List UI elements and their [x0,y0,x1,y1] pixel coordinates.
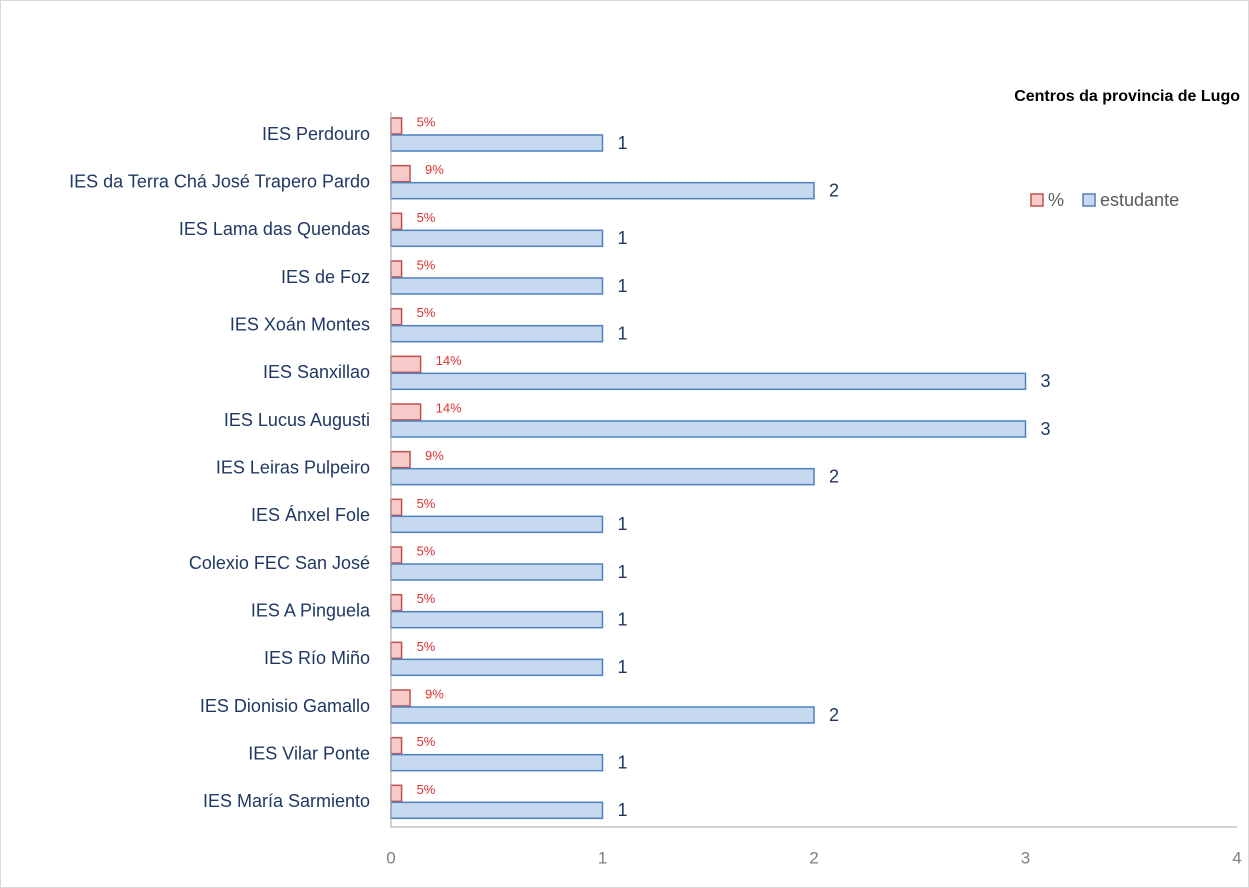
data-label: 1 [618,228,628,248]
data-label: 3 [1041,371,1051,391]
bar [390,753,604,772]
bar [390,784,403,803]
data-label: 1 [618,562,628,582]
bar [390,546,403,564]
x-tick-label: 4 [1232,848,1241,867]
data-label: 1 [618,657,628,677]
data-label: 1 [618,609,628,629]
y-tick-label: IES Lucus Augusti [224,410,370,430]
data-label: 5% [417,257,436,272]
bar [390,736,403,755]
bar [390,355,422,374]
y-tick-label: IES A Pinguela [251,600,371,620]
y-tick-label: IES Dionisio Gamallo [200,696,370,716]
bar [390,801,604,820]
y-tick-label: IES Leiras Pulpeiro [216,457,370,477]
data-label: 1 [618,276,628,296]
data-label: 5% [417,114,436,129]
bar [390,706,815,724]
data-label: 9% [425,448,444,463]
y-tick-label: IES Vilar Ponte [248,743,370,763]
bar [390,324,604,343]
x-tick-label: 0 [386,848,395,867]
data-label: 14% [436,400,462,415]
bar [390,610,604,629]
x-tick-label: 3 [1021,848,1030,867]
data-label: 5% [417,543,436,558]
bar [390,134,604,152]
bar [390,164,411,183]
bar [390,420,1027,438]
bar [390,593,403,612]
bar [390,212,403,231]
data-label: 1 [618,514,628,534]
y-tick-label: IES Ánxel Fole [251,505,370,525]
bar [390,372,1027,391]
bar [390,689,411,707]
legend-swatch [1030,193,1044,207]
data-label: 5% [417,734,436,749]
legend-label: % [1048,190,1064,210]
data-label: 9% [425,162,444,177]
bar [390,277,604,295]
legend-label: estudante [1100,190,1179,210]
y-tick-label: IES María Sarmiento [203,791,370,811]
data-label: 2 [829,180,839,200]
data-label: 5% [417,782,436,797]
y-tick-label: IES Río Miño [264,648,370,668]
bar [390,181,815,200]
data-label: 1 [618,323,628,343]
data-label: 1 [618,133,628,153]
bar [390,260,403,278]
data-label: 2 [829,466,839,486]
bar [390,117,403,135]
bar [390,515,604,534]
data-label: 1 [618,800,628,820]
bar [390,403,422,421]
data-label: 2 [829,705,839,725]
bar [390,450,411,469]
chart-subtitle: Centros da provincia de Lugo [1014,88,1240,105]
bar [390,641,403,660]
bar [390,229,604,248]
data-label: 3 [1041,419,1051,439]
data-label: 14% [436,353,462,368]
data-label: 5% [417,639,436,654]
y-tick-label: IES Sanxillao [263,362,370,382]
y-tick-label: IES Perdouro [262,124,370,144]
data-label: 5% [417,210,436,225]
x-tick-label: 1 [598,848,607,867]
bar [390,498,403,517]
x-tick-label: 2 [809,848,818,867]
y-tick-label: Colexio FEC San José [189,553,370,573]
data-label: 9% [425,686,444,701]
data-label: 5% [417,305,436,320]
bar [390,658,604,677]
y-tick-label: IES Lama das Quendas [179,219,370,239]
y-tick-label: IES Xoán Montes [230,314,370,334]
y-tick-label: IES da Terra Chá José Trapero Pardo [69,171,370,191]
y-tick-label: IES de Foz [281,267,370,287]
bar [390,467,815,486]
legend-swatch [1082,193,1096,207]
data-label: 5% [417,591,436,606]
data-label: 1 [618,752,628,772]
data-label: 5% [417,496,436,511]
bar [390,563,604,581]
bar [390,307,403,326]
